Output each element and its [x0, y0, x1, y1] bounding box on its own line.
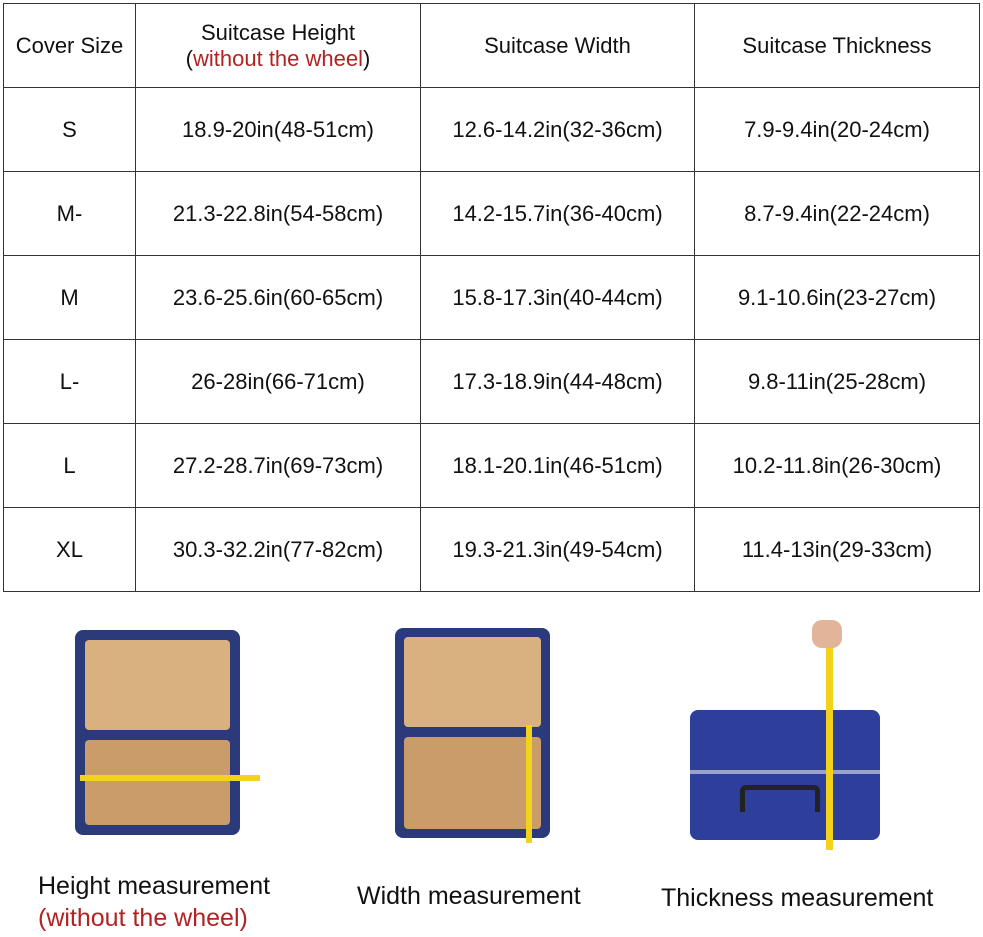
table-row: XL 30.3-32.2in(77-82cm) 19.3-21.3in(49-54c…	[3, 507, 980, 592]
header-height-label: Suitcase Height	[200, 19, 356, 45]
cell-width: 15.8-17.3in(40-44cm)	[420, 255, 695, 340]
cell-height: 21.3-22.8in(54-58cm)	[135, 171, 421, 256]
cell-height: 18.9-20in(48-51cm)	[135, 87, 421, 172]
width-measurement-photo	[390, 625, 560, 845]
cell-thickness: 8.7-9.4in(22-24cm)	[694, 171, 980, 256]
width-caption: Width measurement	[357, 882, 581, 910]
cell-cover-size: XL	[3, 507, 136, 592]
table-row: L 27.2-28.7in(69-73cm) 18.1-20.1in(46-51cm…	[3, 423, 980, 508]
height-caption-note: (without the wheel)	[38, 904, 248, 932]
cell-height: 30.3-32.2in(77-82cm)	[135, 507, 421, 592]
cell-height: 23.6-25.6in(60-65cm)	[135, 255, 421, 340]
cell-cover-size: L-	[3, 339, 136, 424]
cell-cover-size: M-	[3, 171, 136, 256]
cell-width: 17.3-18.9in(44-48cm)	[420, 339, 695, 424]
thickness-measurement-photo	[690, 620, 890, 850]
cell-width: 12.6-14.2in(32-36cm)	[420, 87, 695, 172]
table-header-row: Cover Size Suitcase Height (without the …	[3, 3, 980, 88]
cell-cover-size: M	[3, 255, 136, 340]
cell-thickness: 7.9-9.4in(20-24cm)	[694, 87, 980, 172]
header-suitcase-thickness: Suitcase Thickness	[694, 3, 980, 88]
cell-width: 14.2-15.7in(36-40cm)	[420, 171, 695, 256]
height-note-text: without the wheel	[193, 45, 363, 71]
cell-thickness: 9.8-11in(25-28cm)	[694, 339, 980, 424]
size-chart-table: Cover Size Suitcase Height (without the …	[3, 3, 980, 592]
table-row: L- 26-28in(66-71cm) 17.3-18.9in(44-48cm) 9.…	[3, 339, 980, 424]
cell-thickness: 10.2-11.8in(26-30cm)	[694, 423, 980, 508]
table-row: M 23.6-25.6in(60-65cm) 15.8-17.3in(40-44cm…	[3, 255, 980, 340]
cell-thickness: 11.4-13in(29-33cm)	[694, 507, 980, 592]
header-suitcase-width: Suitcase Width	[420, 3, 695, 88]
header-cover-size: Cover Size	[3, 3, 136, 88]
table-row: M- 21.3-22.8in(54-58cm) 14.2-15.7in(36-40c…	[3, 171, 980, 256]
cell-width: 19.3-21.3in(49-54cm)	[420, 507, 695, 592]
cell-width: 18.1-20.1in(46-51cm)	[420, 423, 695, 508]
table-row: S 18.9-20in(48-51cm) 12.6-14.2in(32-36cm) 7…	[3, 87, 980, 172]
height-caption: Height measurement	[38, 872, 271, 900]
cell-height: 26-28in(66-71cm)	[135, 339, 421, 424]
cell-thickness: 9.1-10.6in(23-27cm)	[694, 255, 980, 340]
header-height-note: (without the wheel)	[185, 45, 371, 71]
header-suitcase-height: Suitcase Height (without the wheel)	[135, 3, 421, 88]
cell-cover-size: L	[3, 423, 136, 508]
thickness-caption: Thickness measurement	[661, 884, 934, 912]
cell-cover-size: S	[3, 87, 136, 172]
height-measurement-photo	[70, 625, 280, 840]
cell-height: 27.2-28.7in(69-73cm)	[135, 423, 421, 508]
